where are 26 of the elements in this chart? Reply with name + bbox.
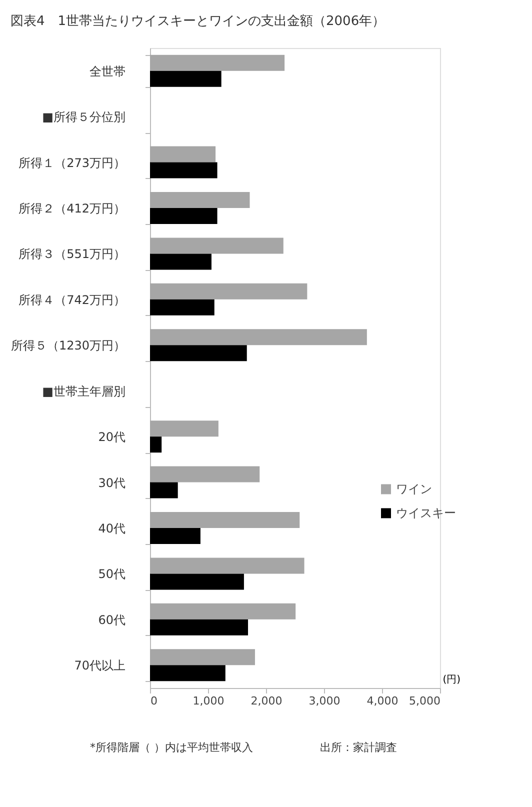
y-tick-label: 所得４（742万円） xyxy=(18,292,126,307)
text: 出所：家計調査 xyxy=(320,741,397,754)
y-tick-label: 所得２（412万円） xyxy=(18,202,126,216)
text: *所得階層（ ）内は平均世帯収入 xyxy=(90,741,253,754)
x-tick-label: 1,000 xyxy=(192,694,224,708)
x-tick-label: 2,000 xyxy=(250,694,282,708)
y-tick-label: 全世帯 xyxy=(90,64,126,78)
y-tick-label: 20代 xyxy=(98,430,126,444)
y-tick-label: 所得３（551万円） xyxy=(18,247,126,262)
legend-label: ワイン xyxy=(396,482,432,496)
y-tick-label: 所得１（273万円） xyxy=(18,156,126,170)
x-tick-label: 3,000 xyxy=(308,694,340,708)
y-tick-label: ■世帯主年層別 xyxy=(42,384,126,398)
y-tick-label: 70代以上 xyxy=(74,658,126,673)
x-tick-label: 0 xyxy=(150,694,158,708)
y-tick-label: 40代 xyxy=(98,522,126,536)
y-tick-label: 50代 xyxy=(98,567,126,582)
y-tick-label: 所得５（1230万円） xyxy=(10,338,126,353)
y-tick-label: 30代 xyxy=(98,476,126,490)
y-tick-label: 60代 xyxy=(98,612,126,627)
y-tick-label: ■所得５分位別 xyxy=(42,110,126,124)
x-tick-label: 5,000 xyxy=(409,694,440,708)
legend-label: ウイスキー xyxy=(396,506,456,520)
x-axis-title: (円) xyxy=(442,674,461,686)
chart-title: 図表4 1世帯当たりウイスキーとワインの支出金額（2006年） xyxy=(10,14,386,29)
x-tick-label: 4,000 xyxy=(366,694,398,708)
